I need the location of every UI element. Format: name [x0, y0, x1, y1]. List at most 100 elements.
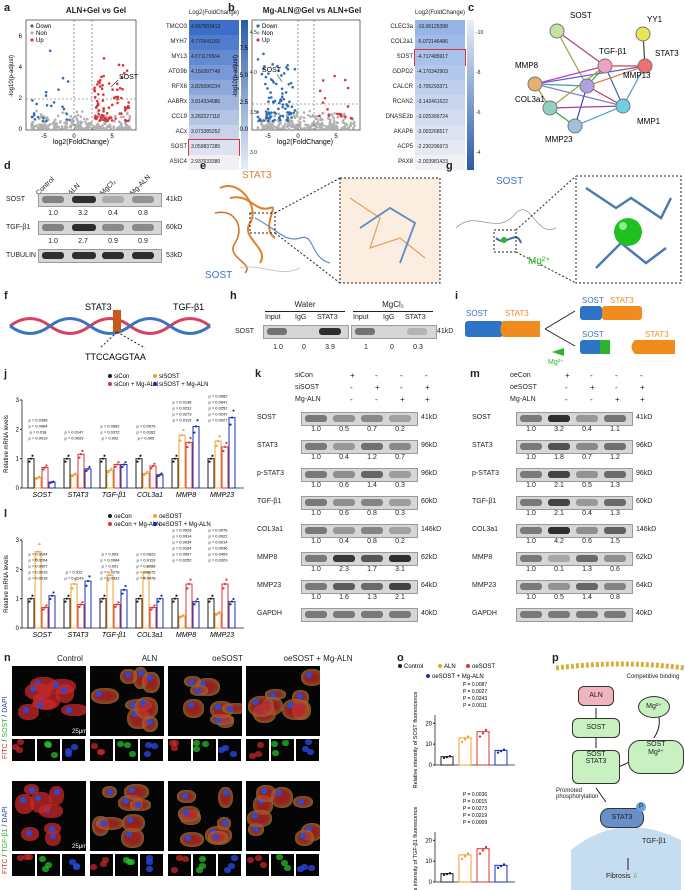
data-point [72, 473, 76, 476]
volcano-point-non [79, 115, 83, 119]
blot-band [305, 583, 327, 590]
volcano-point-up [110, 103, 114, 107]
data-point [64, 460, 67, 463]
volcano-point-down [265, 114, 269, 118]
volcano-point-up [127, 119, 130, 123]
p-value: p = 0.0097 [172, 552, 192, 557]
volcano-point-non [45, 116, 49, 119]
micrograph-channel [62, 854, 85, 876]
volcano-point-down [280, 95, 284, 99]
ytick: 1 [16, 597, 20, 603]
bar-l-s3-c2 [120, 589, 128, 629]
legend-up: Up [36, 38, 44, 44]
p-value: p = 0.001 [102, 564, 120, 569]
data-point [442, 873, 446, 877]
data-point [79, 603, 83, 606]
volcano-point-up [94, 114, 97, 118]
volcano-point-down [256, 58, 260, 61]
blot-band [361, 415, 383, 422]
volcano-point-non [95, 125, 98, 129]
volcano-point-up [116, 97, 119, 101]
heat-gene-label: RCAN2 [392, 99, 413, 105]
volcano-point-non [39, 115, 43, 118]
kd-label: 60kD [636, 498, 653, 505]
band-value: 0.3 [395, 510, 405, 517]
svg-text:2: 2 [19, 96, 23, 102]
panel-label-j: j [4, 368, 8, 380]
volcano-point-non [288, 123, 291, 127]
data-point [107, 579, 110, 582]
ytick: 2 [16, 427, 20, 433]
volcano-point-down [30, 115, 34, 119]
volcano-point-up [116, 88, 119, 92]
volcano-point-non [54, 126, 58, 129]
volcano-point-down [285, 103, 288, 106]
data-point [124, 584, 127, 588]
data-point [153, 604, 156, 607]
heat-value-cell: -3.142461622 [415, 95, 465, 110]
micrograph-main [168, 666, 242, 736]
volcano-point-non [54, 121, 58, 125]
heat-gene-label: RFX6 [171, 84, 187, 90]
band-value: 1.0 [526, 426, 536, 433]
volcano-point-down [271, 119, 275, 123]
volcano-point-non [292, 114, 296, 118]
data-point [117, 461, 120, 464]
bar-j-s1-c4 [178, 434, 186, 489]
p-value: P = 0.0273 [463, 806, 487, 812]
micrograph-main [246, 781, 320, 851]
volcano-point-down [264, 75, 268, 79]
volcano-point-non [56, 114, 60, 118]
blot-band [333, 471, 355, 478]
micrograph-channel [168, 854, 191, 876]
volcano-point-non [126, 123, 129, 127]
data-point [143, 576, 146, 579]
volcano-point-up [343, 78, 347, 82]
volcano-point-down [49, 104, 53, 108]
svg-text:STAT3: STAT3 [645, 330, 669, 339]
volcano-point-non [47, 123, 50, 127]
panel-label-n: n [4, 652, 11, 664]
cond-sign: - [615, 383, 618, 392]
volcano-point-non [330, 126, 334, 129]
data-point [232, 409, 235, 412]
svg-text:-5: -5 [41, 134, 47, 140]
panel-label-b: b [228, 2, 235, 14]
data-point [157, 475, 160, 478]
data-point [189, 436, 192, 440]
bar-j-s2-c2 [113, 464, 121, 489]
volcano-point-non [320, 121, 324, 125]
p-value: P = 0.0011 [463, 703, 487, 709]
micrograph-channel [90, 739, 113, 761]
volcano-point-up [339, 113, 343, 116]
band-value: 1.5 [610, 538, 620, 545]
heatmap-a: Log2(FoldChange) TMCO3 4.867993413 MYH7 4.7… [141, 10, 257, 170]
volcano-point-non [116, 127, 120, 130]
band-value: 1.0 [526, 482, 536, 489]
data-point [101, 597, 105, 600]
volcano-point-non [120, 126, 124, 129]
data-point [216, 439, 220, 443]
cond-sign: - [590, 395, 593, 404]
ytick: 3 [16, 398, 20, 404]
data-point [172, 600, 175, 603]
volcano-point-non [107, 123, 111, 127]
volcano-point-down [65, 118, 69, 121]
volcano-point-non [128, 114, 132, 118]
volcano-point-up [106, 119, 110, 123]
p-value: p = 0.0022 [208, 534, 228, 539]
volcano-point-non [82, 117, 86, 121]
micrograph-main [168, 781, 242, 851]
p-value: p = 0.0076 [136, 424, 156, 429]
micrograph-channel [296, 739, 319, 761]
data-point [481, 732, 485, 735]
volcano-point-down [290, 105, 294, 108]
volcano-point-down [289, 112, 293, 116]
blot-band [333, 583, 355, 590]
volcano-point-non [295, 113, 299, 116]
svg-text:Non: Non [262, 31, 273, 37]
node-mmp1: MMP1 [637, 117, 661, 126]
volcano-point-down [269, 91, 272, 94]
data-point [173, 597, 177, 600]
volcano-point-down [36, 115, 40, 119]
